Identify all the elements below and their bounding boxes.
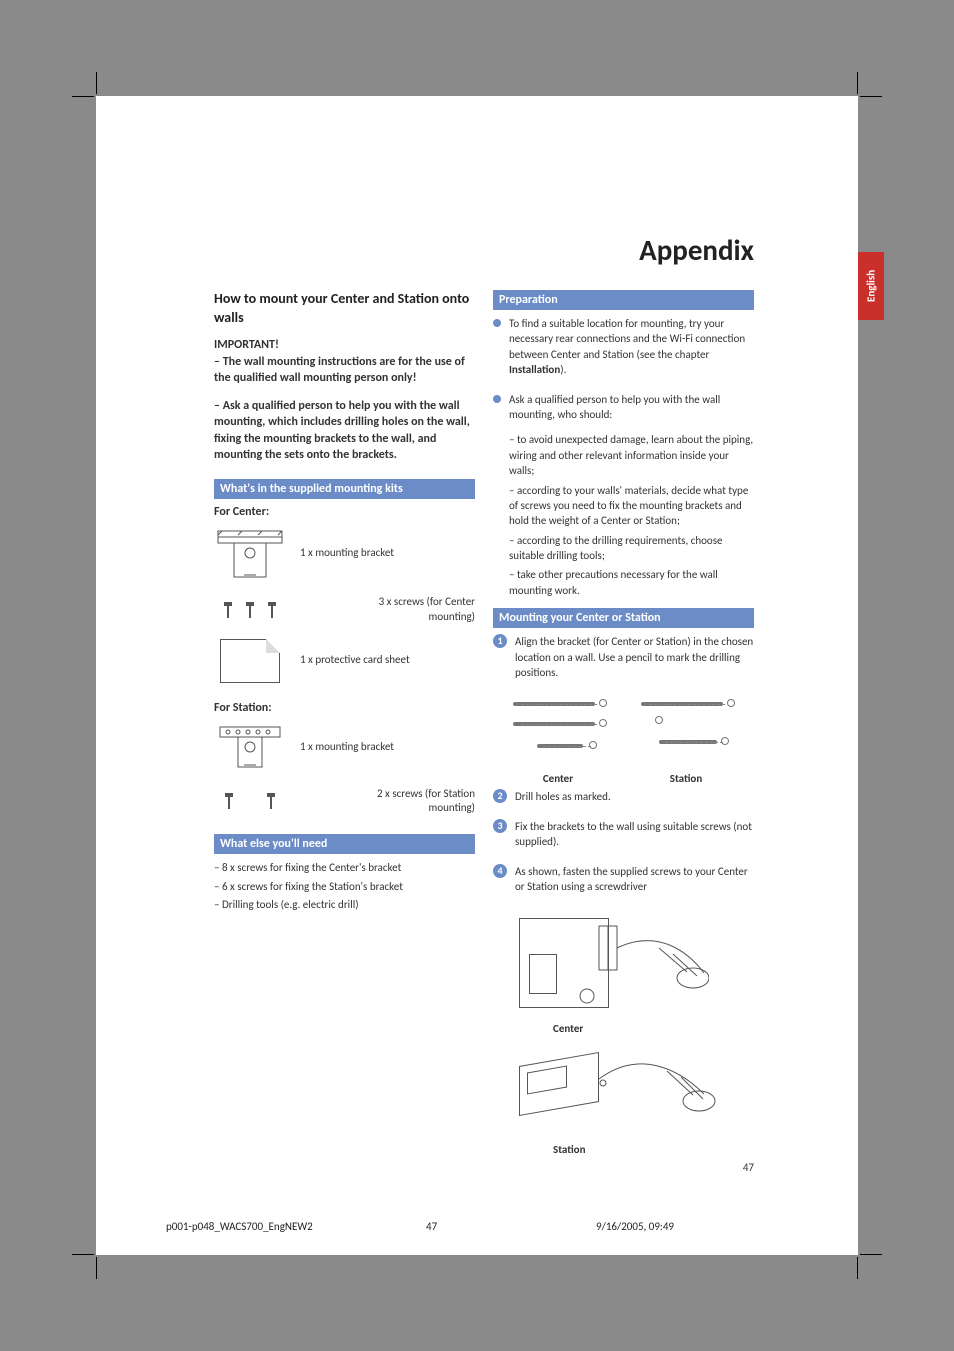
crop-mark bbox=[860, 1254, 882, 1255]
kit-label: 2 x screws (for Station mounting) bbox=[345, 787, 475, 817]
body-text: To find a suitable location for mounting… bbox=[509, 316, 754, 378]
crop-mark bbox=[96, 72, 97, 94]
dash-item: – take other precautions necessary for t… bbox=[509, 567, 754, 598]
subheader-bar: What else you'll need bbox=[214, 834, 475, 854]
diagram-label: Center bbox=[543, 772, 573, 785]
footer-page: 47 bbox=[426, 1220, 437, 1233]
kit-label: 1 x protective card sheet bbox=[300, 653, 475, 668]
bullet-icon bbox=[493, 395, 501, 403]
step-number-icon: 4 bbox=[493, 864, 507, 878]
crop-mark bbox=[72, 96, 94, 97]
bullet-item: To find a suitable location for mounting… bbox=[493, 316, 754, 386]
step-number-icon: 3 bbox=[493, 819, 507, 833]
kit-item: 1 x mounting bracket bbox=[214, 723, 475, 773]
text-span: ). bbox=[560, 363, 566, 376]
step-item: 1 Align the bracket (for Center or Stati… bbox=[493, 634, 754, 688]
subheader-bar: Mounting your Center or Station bbox=[493, 608, 754, 628]
device-center-diagram bbox=[509, 908, 709, 1018]
page-number: 47 bbox=[743, 1161, 754, 1174]
list-item: – Drilling tools (e.g. electric drill) bbox=[214, 897, 475, 912]
subheader-bar: What's in the supplied mounting kits bbox=[214, 479, 475, 499]
kit-item: 3 x screws (for Center mounting) bbox=[214, 595, 475, 625]
screws-icon bbox=[214, 602, 286, 618]
crop-mark bbox=[857, 1257, 858, 1279]
right-column: Preparation To find a suitable location … bbox=[493, 290, 754, 1156]
diagram-center: Center bbox=[509, 696, 607, 785]
dash-item: – to avoid unexpected damage, learn abou… bbox=[509, 432, 754, 478]
screws-icon bbox=[214, 793, 286, 809]
kit-label: 1 x mounting bracket bbox=[300, 546, 475, 561]
body-text: As shown, fasten the supplied screws to … bbox=[515, 864, 754, 895]
kit-item: 1 x protective card sheet bbox=[214, 639, 475, 683]
dash-item: – according to the drilling requirements… bbox=[509, 533, 754, 564]
step-item: 4 As shown, fasten the supplied screws t… bbox=[493, 864, 754, 903]
page-title: Appendix bbox=[214, 232, 754, 268]
left-column: How to mount your Center and Station ont… bbox=[214, 290, 475, 1156]
body-text: Drill holes as marked. bbox=[515, 789, 611, 804]
bullet-icon bbox=[493, 319, 501, 327]
step-number-icon: 2 bbox=[493, 789, 507, 803]
footer-date: 9/16/2005, 09:49 bbox=[596, 1220, 674, 1233]
section-heading: How to mount your Center and Station ont… bbox=[214, 290, 475, 328]
list-item: – 6 x screws for fixing the Station's br… bbox=[214, 879, 475, 894]
step-item: 3 Fix the brackets to the wall using sui… bbox=[493, 819, 754, 858]
body-text: Ask a qualified person to help you with … bbox=[509, 392, 754, 423]
important-text: – The wall mounting instructions are for… bbox=[214, 354, 475, 386]
diagram-label: Station bbox=[553, 1143, 754, 1156]
language-tab: English bbox=[858, 252, 884, 320]
kit-item: 1 x mounting bracket bbox=[214, 527, 475, 581]
crop-mark bbox=[860, 96, 882, 97]
bullet-item: Ask a qualified person to help you with … bbox=[493, 392, 754, 427]
page: Appendix English How to mount your Cente… bbox=[96, 96, 858, 1255]
crop-mark bbox=[72, 1254, 94, 1255]
kit-label: 3 x screws (for Center mounting) bbox=[345, 595, 475, 625]
kit-label: 1 x mounting bracket bbox=[300, 740, 475, 755]
text-bold: Installation bbox=[509, 363, 560, 376]
text-span: To find a suitable location for mounting… bbox=[509, 317, 745, 361]
device-station-diagram bbox=[509, 1039, 709, 1139]
subhead: For Center: bbox=[214, 505, 475, 519]
step-item: 2 Drill holes as marked. bbox=[493, 789, 754, 812]
subhead: For Station: bbox=[214, 701, 475, 715]
diagram-label: Station bbox=[670, 772, 703, 785]
kit-item: 2 x screws (for Station mounting) bbox=[214, 787, 475, 817]
list-item: – 8 x screws for fixing the Center's bra… bbox=[214, 860, 475, 875]
important-title: IMPORTANT! bbox=[214, 338, 475, 352]
crop-mark bbox=[96, 1257, 97, 1279]
crop-mark bbox=[857, 72, 858, 94]
footer-file: p001-p048_WACS700_EngNEW2 bbox=[166, 1220, 313, 1233]
important-text: – Ask a qualified person to help you wit… bbox=[214, 398, 475, 463]
body-text: Fix the brackets to the wall using suita… bbox=[515, 819, 754, 850]
body-text: Align the bracket (for Center or Station… bbox=[515, 634, 754, 680]
dash-item: – according to your walls' materials, de… bbox=[509, 483, 754, 529]
diagram-label: Center bbox=[553, 1022, 754, 1035]
subheader-bar: Preparation bbox=[493, 290, 754, 310]
diagram-station: Station bbox=[637, 696, 735, 785]
bracket-center-icon bbox=[214, 527, 286, 581]
card-sheet-icon bbox=[214, 639, 286, 683]
bracket-station-icon bbox=[214, 723, 286, 773]
diagram-pair: Center Station bbox=[509, 696, 754, 785]
step-number-icon: 1 bbox=[493, 634, 507, 648]
